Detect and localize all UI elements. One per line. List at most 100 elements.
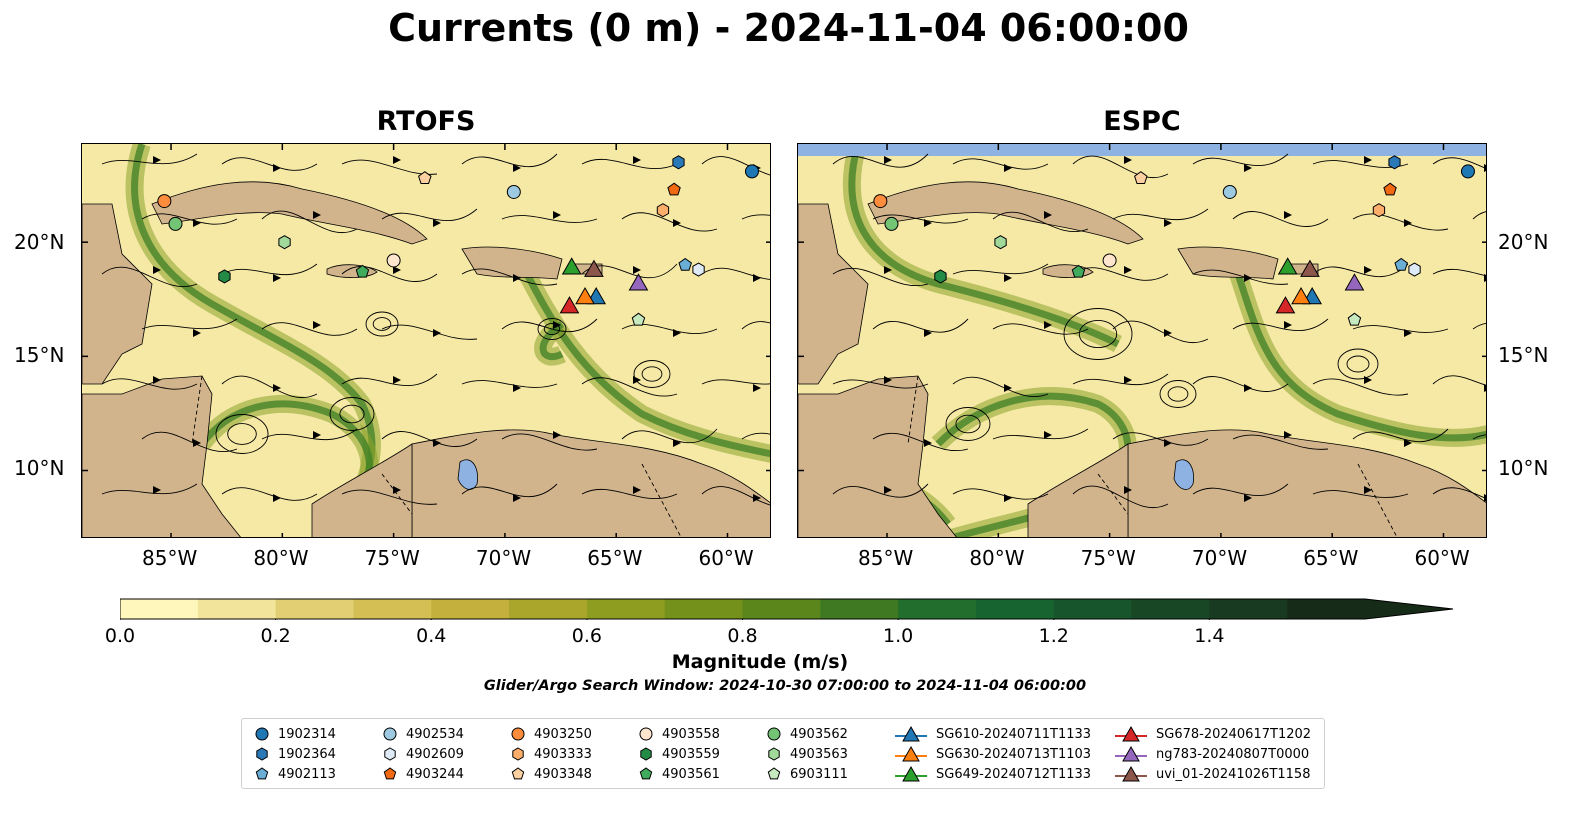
country-border — [1097, 473, 1129, 515]
colorbar-segment — [1053, 599, 1133, 619]
platform-marker-4903244 — [1383, 182, 1397, 196]
lon-tick-rtofs-5: 60°W — [698, 546, 754, 570]
eddy-streamline — [365, 311, 399, 337]
colorbar-segment — [275, 599, 354, 619]
streamline-arrow — [513, 274, 521, 282]
streamline-arrow — [1164, 439, 1172, 447]
streamline — [141, 431, 238, 452]
platform-marker-1902314 — [744, 164, 759, 179]
lat-tick-right-15: 15°N — [1498, 343, 1549, 367]
legend-label: SG610-20240711T1133 — [936, 726, 1092, 742]
figure-title: Currents (0 m) - 2024-11-04 06:00:00 — [388, 6, 1189, 50]
streamline-arrow — [673, 219, 681, 227]
platform-marker-sg630-20240713t1103 — [1291, 286, 1311, 305]
streamline — [1112, 432, 1209, 446]
land-mass — [798, 375, 957, 537]
lat-tick-right-20: 20°N — [1498, 230, 1549, 254]
platform-marker-4903562 — [884, 216, 899, 231]
legend-label: 4903562 — [790, 726, 848, 742]
colorbar-segment — [431, 599, 510, 619]
streamline — [1432, 375, 1486, 386]
streamline — [141, 213, 238, 225]
streamline — [221, 263, 318, 276]
streamline — [1472, 322, 1486, 330]
streamline — [1352, 213, 1449, 231]
legend-label: 4903250 — [534, 726, 592, 742]
streamline — [101, 483, 198, 495]
streamline — [581, 489, 678, 499]
map-rtofs-canvas — [82, 144, 770, 537]
colorbar-segment — [1209, 599, 1288, 619]
legend-label: 1902314 — [278, 726, 336, 742]
legend-item-4902609: 4902609 — [382, 744, 464, 764]
streamline-arrow — [1124, 156, 1132, 164]
triangle-marker-icon — [895, 765, 927, 782]
streamline-arrow — [1484, 494, 1486, 502]
streamline — [952, 158, 1049, 170]
platform-marker-4903250 — [157, 194, 172, 209]
no-data-strip — [798, 144, 1486, 156]
pentagon-marker-icon — [767, 767, 781, 780]
colorbar-segment — [820, 599, 899, 619]
streamline-arrow — [153, 266, 161, 274]
streamline-arrow — [753, 274, 761, 282]
legend-item-4903559: 4903559 — [638, 744, 720, 764]
legend-label: SG630-20240713T1103 — [936, 746, 1092, 762]
colorbar-segment — [742, 599, 821, 619]
current-core — [518, 262, 770, 458]
circle-marker-icon — [255, 727, 269, 741]
streamline-arrow — [1364, 156, 1372, 164]
platform-marker-sg630-20240713t1103 — [575, 286, 595, 305]
streamline-arrow — [1164, 219, 1172, 227]
streamline — [872, 318, 969, 333]
platform-marker-4903559 — [934, 269, 947, 284]
platform-marker-4902113 — [1394, 257, 1408, 271]
lon-tick-espc-1: 80°W — [969, 546, 1025, 570]
legend-label: SG649-20240712T1133 — [936, 766, 1092, 782]
streamline-arrow — [273, 164, 281, 172]
streamline — [1312, 490, 1409, 498]
platform-marker-uvi_01-20241026t1158 — [1300, 259, 1320, 277]
platform-marker-uvi_01-20241026t1158 — [584, 259, 604, 277]
lat-tick-left-10: 10°N — [14, 456, 65, 480]
country-border — [191, 375, 203, 445]
streamline-arrow — [1404, 439, 1412, 447]
streamline-arrow — [1484, 164, 1486, 172]
streamline-arrow — [753, 384, 761, 392]
platform-marker-4902609 — [1408, 262, 1421, 277]
lon-tick-espc-0: 85°W — [858, 546, 914, 570]
pentagon-marker-icon — [383, 767, 397, 780]
country-border — [1357, 463, 1398, 537]
lon-tick-rtofs-3: 70°W — [475, 546, 532, 570]
streamline — [221, 157, 318, 171]
streamline-arrow — [193, 439, 201, 447]
platform-marker-sg678-20240617t1202 — [1275, 296, 1296, 314]
streamline-arrow — [1284, 211, 1292, 219]
streamline-arrow — [153, 156, 161, 164]
eddy-streamline — [641, 366, 663, 382]
streamline-arrow — [393, 156, 401, 164]
lat-tick-left-15: 15°N — [14, 343, 65, 367]
colorbar-tick-6: 1.2 — [1038, 625, 1069, 647]
triangle-marker-icon — [895, 725, 927, 742]
hexagon-marker-icon — [512, 747, 524, 761]
legend-item-1902364: 1902364 — [254, 744, 336, 764]
streamline-arrow — [924, 439, 932, 447]
streamline — [1232, 434, 1329, 450]
circle-marker-icon — [383, 727, 397, 741]
legend-item-4903348: 4903348 — [510, 764, 592, 784]
legend-label: 4902113 — [278, 766, 336, 782]
eddy-streamline — [1167, 386, 1189, 402]
legend-item-4903563: 4903563 — [766, 744, 848, 764]
streamline — [221, 487, 318, 501]
lat-tick-right-10: 10°N — [1498, 456, 1549, 480]
streamline — [701, 486, 770, 506]
pentagon-marker-icon — [511, 767, 525, 780]
legend-label: 4903563 — [790, 746, 848, 762]
legend: 1902314 1902364 4902113 4902534 4902609 49032… — [241, 718, 1325, 789]
streamline-arrow — [1124, 486, 1132, 494]
streamline — [341, 266, 438, 282]
platform-marker-sg678-20240617t1202 — [559, 296, 580, 314]
streamline — [341, 489, 438, 505]
legend-item-4903562: 4903562 — [766, 724, 848, 744]
